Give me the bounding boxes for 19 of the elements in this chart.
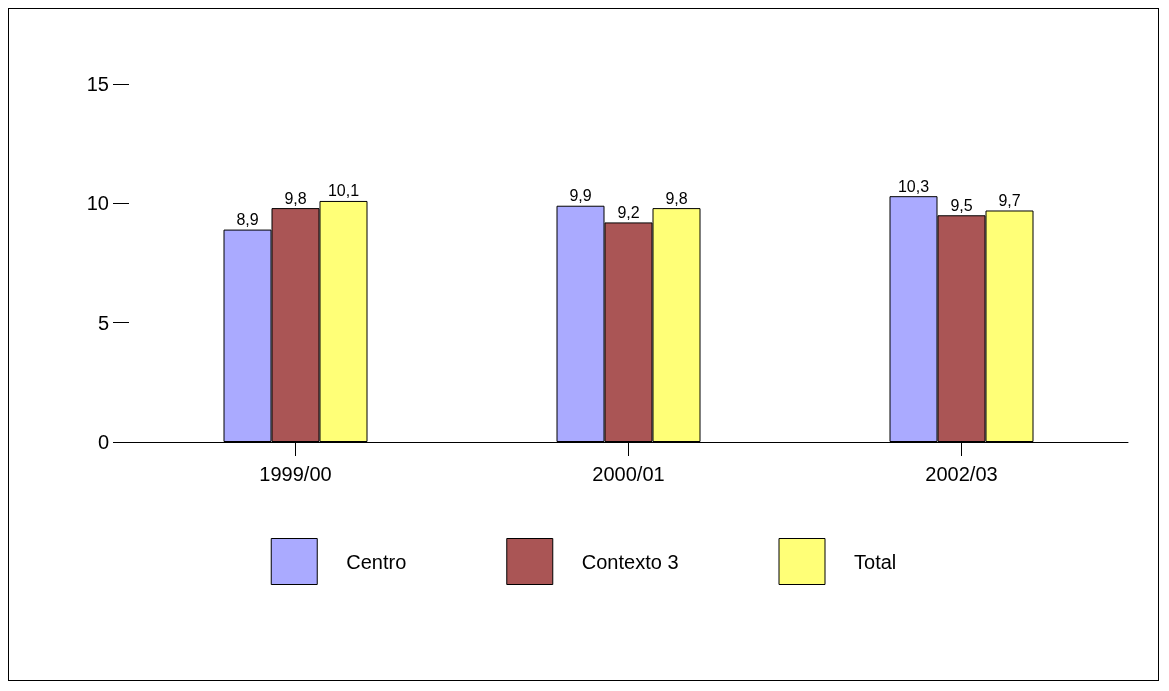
legend-label: Contexto 3	[581, 550, 679, 573]
x-tick-label: 2002/03	[925, 463, 998, 485]
data-label: 9,5	[950, 196, 973, 214]
legend-label: Centro	[346, 550, 407, 573]
y-tick-label: 0	[97, 431, 109, 453]
y-tick-label: 15	[86, 73, 109, 95]
x-tick-label: 1999/00	[259, 463, 332, 485]
data-label: 9,8	[284, 189, 307, 207]
data-label: 9,8	[665, 189, 688, 207]
data-label: 8,9	[236, 211, 259, 229]
data-label: 9,2	[617, 203, 640, 221]
data-label: 9,9	[569, 187, 592, 205]
data-label: 9,7	[998, 191, 1021, 209]
data-label: 10,1	[327, 182, 360, 200]
y-tick-label: 10	[86, 192, 109, 215]
y-tick-label: 5	[97, 311, 109, 334]
legend-label: Total	[854, 550, 897, 573]
x-tick-label: 2000/01	[592, 463, 665, 485]
data-label: 10,3	[897, 177, 930, 195]
